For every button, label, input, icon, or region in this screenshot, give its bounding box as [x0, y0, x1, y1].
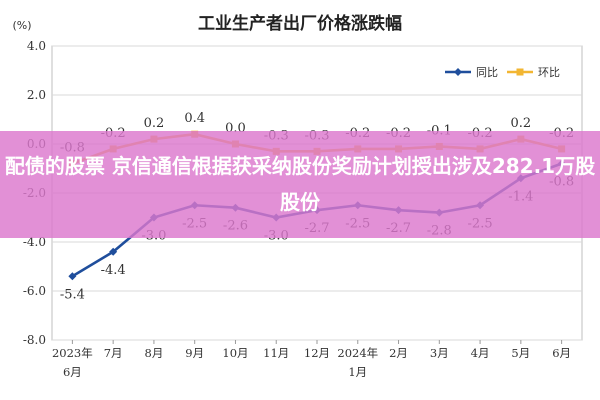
mom-data-label: 0.2 — [144, 116, 165, 131]
y-tick-label: -8.0 — [23, 333, 46, 347]
yoy-point — [109, 247, 118, 256]
x-tick-label: 10月 — [222, 346, 248, 360]
x-tick-label: 5月 — [511, 346, 530, 360]
y-tick-label: 2.0 — [27, 88, 46, 102]
y-tick-label: -4.0 — [23, 235, 46, 249]
yoy-data-label: -5.4 — [60, 287, 85, 302]
y-tick-label: 4.0 — [27, 39, 46, 53]
x-tick-label: 6月 — [552, 346, 571, 360]
x-tick-label: 2024年 — [337, 346, 378, 360]
mom-data-label: 0.2 — [511, 116, 532, 131]
y-tick-label: -6.0 — [23, 284, 46, 298]
mom-data-label: 0.4 — [184, 111, 205, 126]
yoy-data-label: -4.4 — [101, 263, 126, 278]
legend: 同比 环比 — [445, 66, 560, 79]
legend-label: 同比 — [476, 66, 498, 79]
x-tick-label: 2月 — [389, 346, 408, 360]
y-unit-label: (%) — [12, 19, 31, 32]
x-tick-label: 2023年 — [52, 346, 93, 360]
headline-banner[interactable]: 配债的股票 京信通信根据获采纳股份奖励计划授出涉及282.1万股股份 — [0, 131, 600, 238]
legend-label: 环比 — [538, 66, 560, 79]
x-tick-label: 12月 — [304, 346, 330, 360]
x-tick-label: 11月 — [263, 346, 289, 360]
legend-marker — [516, 68, 524, 76]
x-tick-label: 1月 — [348, 365, 367, 379]
x-tick-label: 7月 — [104, 346, 123, 360]
x-tick-label: 6月 — [63, 365, 82, 379]
x-tick-label: 4月 — [471, 346, 490, 360]
legend-marker — [454, 68, 462, 76]
x-tick-label: 8月 — [145, 346, 164, 360]
chart-title: 工业生产者出厂价格涨跌幅 — [198, 13, 402, 34]
yoy-point — [68, 272, 77, 281]
x-tick-label: 3月 — [430, 346, 449, 360]
x-tick-label: 9月 — [185, 346, 204, 360]
